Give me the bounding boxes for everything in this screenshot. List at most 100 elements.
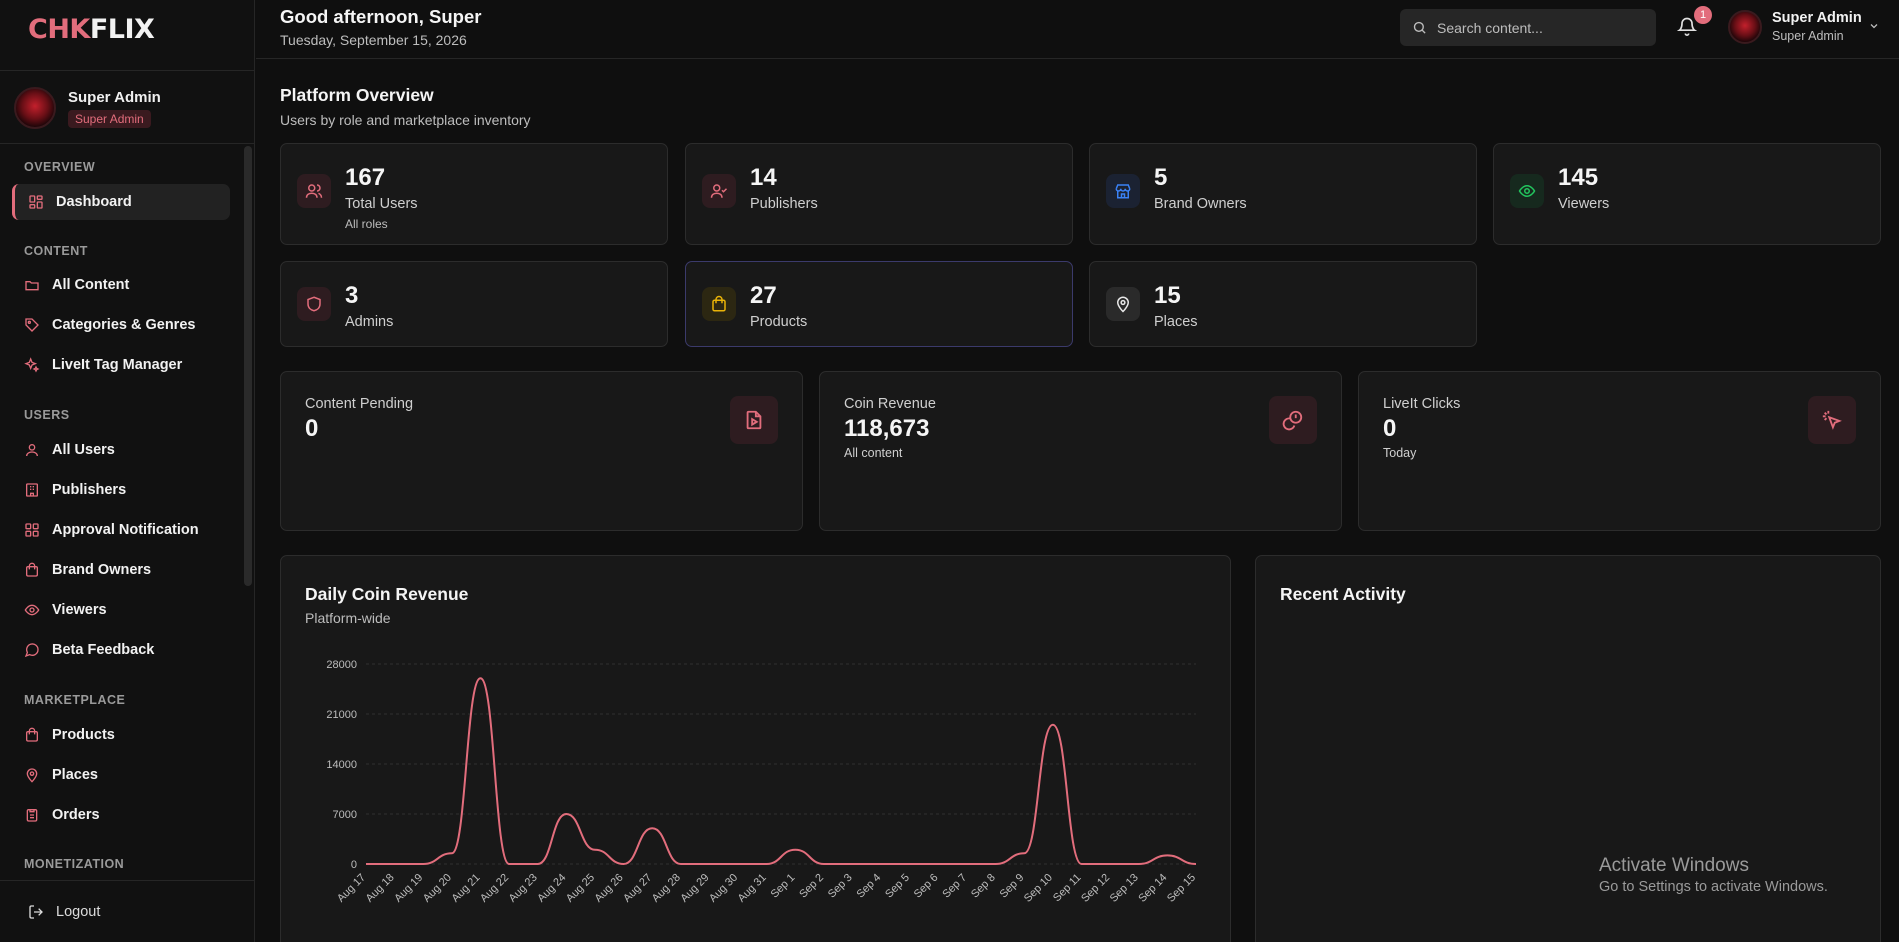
sidebar-item-all-content[interactable]: All Content bbox=[12, 267, 230, 303]
shopping-bag-icon bbox=[26, 562, 38, 577]
x-tick-label: Sep 3 bbox=[826, 872, 855, 901]
x-tick-label: Aug 25 bbox=[564, 872, 597, 905]
sidebar-item-label: Publishers bbox=[52, 482, 127, 498]
notification-badge: 1 bbox=[1694, 6, 1712, 24]
sidebar-item-orders[interactable]: Orders bbox=[12, 797, 230, 833]
x-tick-label: Sep 10 bbox=[1022, 872, 1055, 905]
stat-card-total-users[interactable]: 167 Total Users All roles bbox=[280, 143, 668, 245]
stat-label: Brand Owners bbox=[1154, 196, 1247, 212]
data-point[interactable] bbox=[678, 861, 684, 867]
x-tick-label: Aug 30 bbox=[707, 872, 740, 905]
sidebar-nav[interactable]: OVERVIEW Dashboard CONTENT All Content C… bbox=[0, 145, 254, 880]
x-tick-label: Sep 1 bbox=[769, 872, 798, 901]
bell-icon[interactable] bbox=[1677, 15, 1697, 37]
data-point[interactable] bbox=[1136, 861, 1142, 867]
brand-logo[interactable]: CHKFLIX bbox=[28, 14, 155, 45]
search-input[interactable] bbox=[1437, 19, 1637, 36]
cursor-click-icon bbox=[1808, 396, 1856, 444]
sidebar-item-categories[interactable]: Categories & Genres bbox=[12, 307, 230, 343]
sidebar-item-beta-feedback[interactable]: Beta Feedback bbox=[12, 632, 230, 668]
data-point[interactable] bbox=[563, 811, 569, 817]
sidebar-item-viewers[interactable]: Viewers bbox=[12, 592, 230, 628]
stat-card-viewers[interactable]: 145 Viewers bbox=[1493, 143, 1881, 245]
x-tick-label: Aug 29 bbox=[678, 872, 711, 905]
metric-value: 0 bbox=[305, 415, 319, 442]
sidebar-item-label: All Users bbox=[52, 442, 115, 458]
metric-card-content-pending[interactable]: Content Pending 0 bbox=[280, 371, 803, 531]
sidebar-item-publishers[interactable]: Publishers bbox=[12, 472, 230, 508]
data-point[interactable] bbox=[621, 861, 627, 867]
data-point[interactable] bbox=[735, 861, 741, 867]
logout-button[interactable]: Logout bbox=[16, 894, 234, 930]
metric-label: Coin Revenue bbox=[844, 396, 936, 412]
sidebar-item-label: Orders bbox=[52, 807, 100, 823]
metric-card-coin-revenue[interactable]: Coin Revenue 118,673 All content bbox=[819, 371, 1342, 531]
sidebar-item-liveit-tag[interactable]: LiveIt Tag Manager bbox=[12, 347, 230, 383]
x-tick-label: Aug 19 bbox=[392, 872, 425, 905]
series-line[interactable] bbox=[365, 677, 1197, 866]
metric-value: 118,673 bbox=[844, 415, 930, 442]
data-point[interactable] bbox=[477, 675, 483, 681]
data-point[interactable] bbox=[1193, 861, 1199, 867]
y-tick-label: 21000 bbox=[326, 709, 357, 721]
data-point[interactable] bbox=[392, 861, 398, 867]
data-point[interactable] bbox=[592, 847, 598, 853]
stat-card-brand-owners[interactable]: 5 Brand Owners bbox=[1089, 143, 1477, 245]
data-point[interactable] bbox=[993, 861, 999, 867]
stat-card-products[interactable]: 27 Products bbox=[685, 261, 1073, 347]
grid-icon bbox=[25, 523, 39, 537]
stat-label: Total Users bbox=[345, 196, 418, 212]
sidebar-item-all-users[interactable]: All Users bbox=[12, 432, 230, 468]
data-point[interactable] bbox=[935, 861, 941, 867]
data-point[interactable] bbox=[1164, 852, 1170, 858]
user-menu[interactable]: Super Admin Super Admin bbox=[1728, 10, 1888, 48]
sidebar-item-products[interactable]: Products bbox=[12, 717, 230, 753]
dashboard-icon bbox=[29, 195, 43, 209]
data-point[interactable] bbox=[1021, 850, 1027, 856]
y-tick-label: 14000 bbox=[326, 759, 357, 771]
sidebar-item-approval[interactable]: Approval Notification bbox=[12, 512, 230, 548]
data-point[interactable] bbox=[506, 861, 512, 867]
eye-icon bbox=[24, 604, 40, 616]
sidebar-item-label: Dashboard bbox=[56, 194, 132, 210]
data-point[interactable] bbox=[792, 847, 798, 853]
data-point[interactable] bbox=[1050, 722, 1056, 728]
data-point[interactable] bbox=[420, 861, 426, 867]
sidebar-item-dashboard[interactable]: Dashboard bbox=[12, 184, 230, 220]
search-box[interactable] bbox=[1400, 9, 1656, 46]
data-point[interactable] bbox=[764, 861, 770, 867]
sidebar-item-brand-owners[interactable]: Brand Owners bbox=[12, 552, 230, 588]
stat-card-places[interactable]: 15 Places bbox=[1089, 261, 1477, 347]
x-tick-label: Sep 12 bbox=[1079, 872, 1112, 905]
chevron-down-icon bbox=[1870, 24, 1878, 29]
data-point[interactable] bbox=[363, 861, 369, 867]
x-tick-label: Sep 11 bbox=[1051, 872, 1084, 905]
data-point[interactable] bbox=[850, 861, 856, 867]
stat-value: 27 bbox=[750, 282, 777, 309]
data-point[interactable] bbox=[1107, 861, 1113, 867]
stat-card-admins[interactable]: 3 Admins bbox=[280, 261, 668, 347]
sparkles-icon bbox=[24, 357, 40, 373]
data-point[interactable] bbox=[821, 861, 827, 867]
data-point[interactable] bbox=[1079, 861, 1085, 867]
data-point[interactable] bbox=[907, 861, 913, 867]
sidebar-item-places[interactable]: Places bbox=[12, 757, 230, 793]
data-point[interactable] bbox=[964, 861, 970, 867]
data-point[interactable] bbox=[449, 850, 455, 856]
data-point[interactable] bbox=[878, 861, 884, 867]
recent-activity-card: Recent Activity bbox=[1255, 555, 1881, 942]
data-point[interactable] bbox=[649, 825, 655, 831]
avatar bbox=[14, 87, 56, 129]
search-icon bbox=[1413, 21, 1426, 34]
sidebar-scrollbar[interactable] bbox=[244, 146, 252, 586]
chart-title: Daily Coin Revenue bbox=[305, 584, 469, 604]
folder-icon bbox=[25, 281, 39, 291]
data-point[interactable] bbox=[535, 861, 541, 867]
x-tick-label: Sep 15 bbox=[1165, 872, 1198, 905]
metric-card-liveit-clicks[interactable]: LiveIt Clicks 0 Today bbox=[1358, 371, 1881, 531]
shopping-bag-icon bbox=[702, 287, 736, 321]
stat-value: 145 bbox=[1558, 164, 1599, 191]
data-point[interactable] bbox=[706, 861, 712, 867]
stat-card-publishers[interactable]: 14 Publishers bbox=[685, 143, 1073, 245]
